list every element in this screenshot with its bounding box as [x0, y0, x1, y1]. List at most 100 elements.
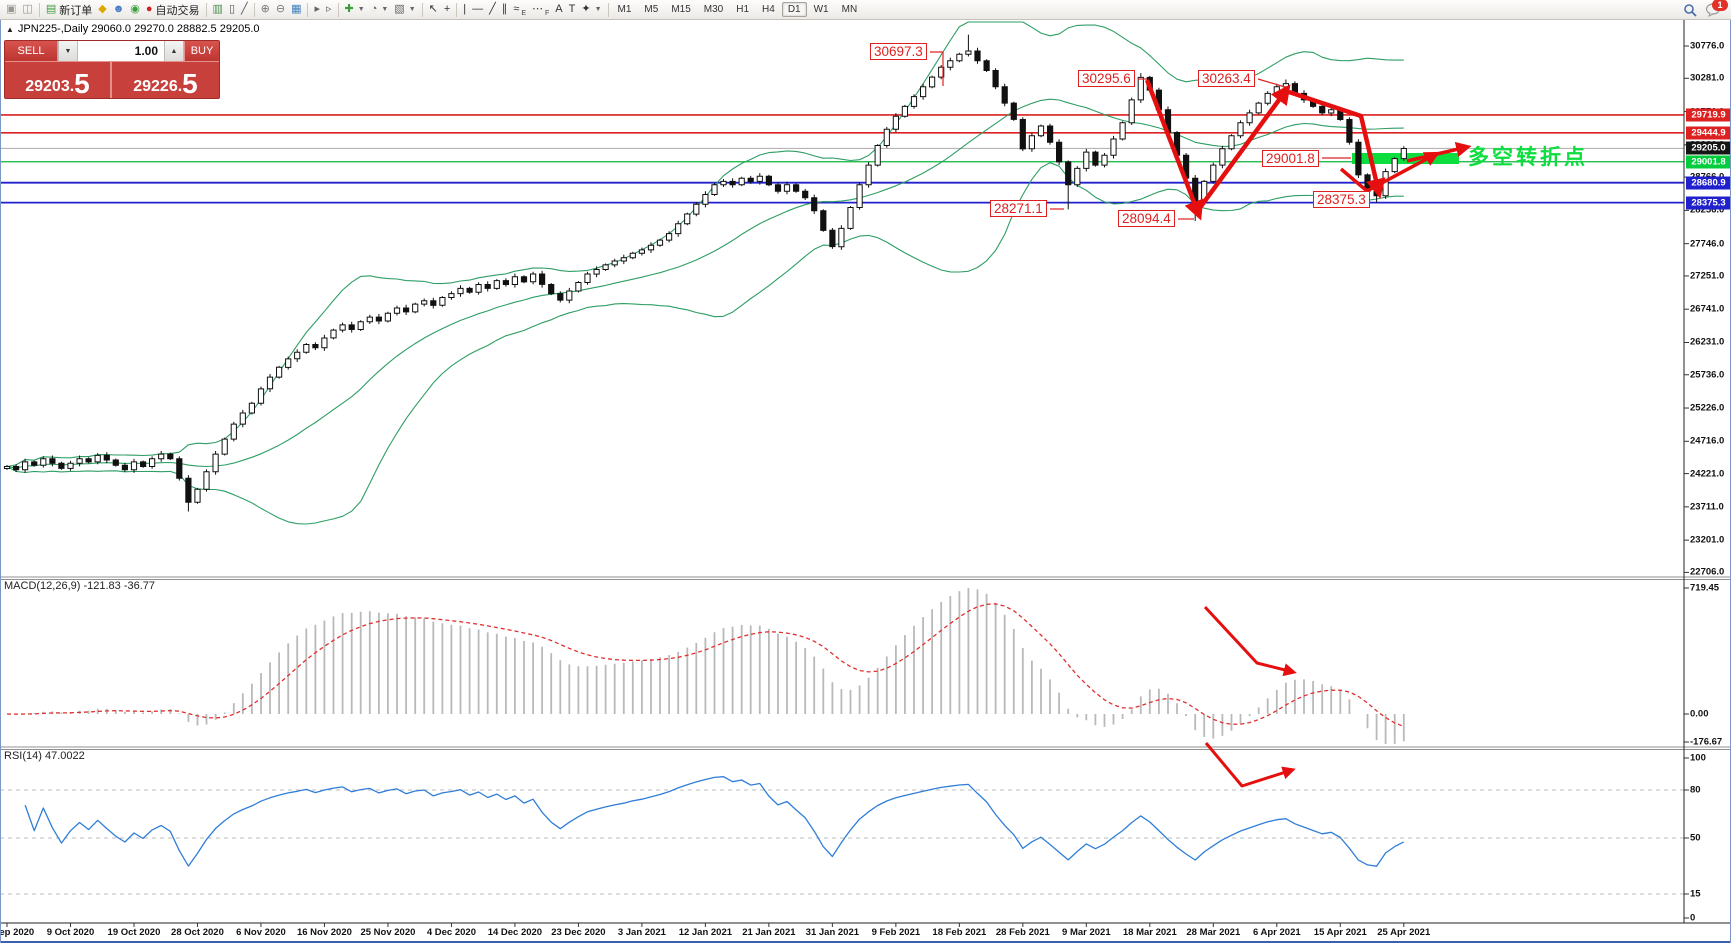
- crosshair-icon: +: [443, 3, 451, 15]
- bar-chart-icon: ▥: [212, 3, 223, 15]
- data-window-icon: ◆: [98, 3, 107, 15]
- trend-arrow: [1144, 79, 1204, 221]
- rsi-axis-label: 15: [1690, 888, 1701, 900]
- timeframe-m15[interactable]: M15: [671, 4, 691, 15]
- elliott-wave-icon[interactable]: ≈ E: [510, 1, 529, 18]
- zoom-out-icon[interactable]: ⊖: [273, 1, 288, 18]
- fibonacci-icon[interactable]: ⋯ F: [529, 1, 552, 18]
- tile-windows-icon[interactable]: ▦: [288, 1, 304, 18]
- timeframe-mn[interactable]: MN: [841, 4, 858, 15]
- volume-up-button[interactable]: ▲: [164, 41, 184, 61]
- zoom-window-icon[interactable]: ◫: [19, 1, 35, 18]
- rsi-axis-label: 0: [1690, 912, 1696, 924]
- candlestick-chart-icon: ▯: [228, 3, 235, 15]
- chart-title: ▲ JPN225-,Daily 29060.0 29270.0 28882.5 2…: [6, 23, 260, 35]
- candlestick-chart-icon[interactable]: ▯: [226, 1, 238, 18]
- market-watch-icon[interactable]: ☻: [110, 1, 128, 18]
- equidistant-channel-icon[interactable]: ∥: [499, 1, 511, 18]
- notification-badge: 1: [1712, 0, 1728, 11]
- zoom-window-icon: ◫: [22, 3, 33, 15]
- new-order-button[interactable]: ▤ 新订单: [43, 1, 95, 18]
- price-annotation-label: 28094.4: [1118, 210, 1175, 227]
- signals-icon[interactable]: ◉: [127, 1, 143, 18]
- timeframe-d1[interactable]: D1: [781, 2, 807, 17]
- search-icon[interactable]: [1683, 3, 1697, 17]
- price-tag: 28375.3: [1686, 196, 1731, 210]
- price-axis-label: 24716.0: [1690, 435, 1725, 447]
- crosshair-icon[interactable]: +: [441, 1, 453, 18]
- rsi-axis-label: 80: [1690, 784, 1701, 796]
- auto-scroll-icon[interactable]: ▸: [311, 1, 323, 18]
- new-order-button-label: 新订单: [59, 4, 93, 17]
- timeframe-m1[interactable]: M1: [617, 4, 632, 15]
- toolbar-separator: [38, 2, 40, 17]
- price-annotation-label: 30263.4: [1198, 70, 1255, 87]
- date-axis-label: 9 Feb 2021: [871, 927, 921, 938]
- indicators-icon[interactable]: ✚ ▼: [342, 1, 368, 18]
- toolbar-separator: [337, 2, 339, 17]
- arrows-icon[interactable]: ✦ ▼: [578, 1, 604, 18]
- timeframe-h1[interactable]: H1: [736, 4, 750, 15]
- autotrading-button[interactable]: ● 自动交易: [143, 1, 203, 18]
- auto-scroll-icon: ▸: [314, 3, 320, 15]
- volume-down-button[interactable]: ▼: [58, 41, 78, 61]
- bar-chart-icon[interactable]: ▥: [210, 1, 226, 18]
- trendline-icon: ╱: [489, 3, 496, 15]
- timeframe-m30[interactable]: M30: [703, 4, 724, 15]
- buy-button[interactable]: BUY: [184, 41, 219, 61]
- text-label-icon: T: [568, 3, 576, 15]
- data-window-icon[interactable]: ◆: [95, 1, 109, 18]
- price-annotation-label: 29001.8: [1262, 150, 1319, 167]
- arrows-icon: ✦: [581, 3, 591, 15]
- timeframe-m5[interactable]: M5: [644, 4, 659, 15]
- zoom-in-icon[interactable]: ⊕: [258, 1, 273, 18]
- chevron-down-icon[interactable]: ▼: [381, 6, 389, 13]
- line-chart-icon[interactable]: ╱: [238, 1, 251, 18]
- date-axis-label: 28 Oct 2020: [171, 927, 224, 938]
- text-label-icon[interactable]: T: [566, 1, 579, 18]
- text-icon[interactable]: A: [552, 1, 565, 18]
- date-axis-label: 9 Oct 2020: [46, 927, 95, 938]
- horizontal-line-icon[interactable]: —: [469, 1, 486, 18]
- sell-button[interactable]: SELL: [5, 41, 58, 61]
- rsi-axis-label: 100: [1690, 752, 1706, 764]
- notifications-icon[interactable]: 1: [1705, 0, 1728, 17]
- chart-shift-icon[interactable]: ▹: [323, 1, 335, 18]
- volume-input[interactable]: [78, 41, 164, 61]
- toolbar-separator: [307, 2, 309, 17]
- toolbar-separator: [607, 2, 609, 17]
- price-annotation-label: 28271.1: [990, 200, 1047, 217]
- date-axis-label: 9 Mar 2021: [1062, 927, 1111, 938]
- templates-icon[interactable]: ▧ ▼: [391, 1, 418, 18]
- window-icon[interactable]: ▣: [3, 1, 19, 18]
- trend-arrow: [1406, 141, 1472, 163]
- chevron-down-icon[interactable]: ▼: [408, 6, 416, 13]
- price-axis-label: 22706.0: [1690, 566, 1725, 578]
- chevron-down-icon[interactable]: ▼: [357, 6, 365, 13]
- zoom-in-icon: ⊕: [260, 3, 270, 15]
- sell-price-main: 29203.: [25, 78, 75, 95]
- vertical-line-icon[interactable]: |: [460, 1, 469, 18]
- one-click-top-row: SELL ▼ ▲ BUY: [5, 41, 219, 62]
- cursor-icon[interactable]: ↖: [426, 1, 441, 18]
- one-click-trading-panel: SELL ▼ ▲ BUY 29203.5 29226.5: [4, 40, 220, 99]
- timeframe-h4[interactable]: H4: [762, 4, 775, 15]
- elliott-wave-icon: ≈: [513, 3, 520, 15]
- sell-price[interactable]: 29203. 5: [5, 62, 112, 98]
- timeframe-w1[interactable]: W1: [813, 4, 829, 15]
- one-click-prices: 29203. 5 29226. 5: [5, 62, 219, 98]
- templates-icon: ▧: [394, 3, 405, 15]
- collapse-icon[interactable]: ▲: [6, 25, 14, 34]
- price-tag: 29719.9: [1686, 108, 1731, 122]
- macd-axis-label: 0.00: [1690, 708, 1709, 720]
- label-connector-line: [930, 51, 944, 86]
- date-axis-label: 23 Dec 2020: [551, 927, 606, 938]
- price-annotation-label: 30295.6: [1078, 70, 1135, 87]
- buy-price[interactable]: 29226. 5: [112, 62, 219, 98]
- periods-icon[interactable]: ◔ ▼: [368, 1, 392, 18]
- window-border-bottom: [0, 941, 1731, 943]
- trendline-icon[interactable]: ╱: [486, 1, 499, 18]
- price-tag: 29001.8: [1686, 155, 1731, 169]
- chevron-down-icon[interactable]: ▼: [594, 6, 602, 13]
